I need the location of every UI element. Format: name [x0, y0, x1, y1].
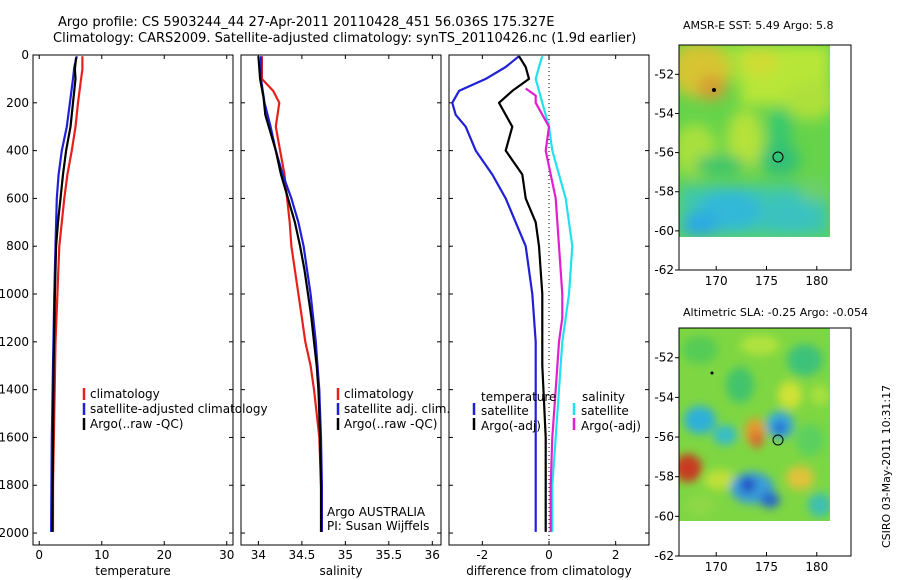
- title-line-1: Argo profile: CS 5903244_44 27-Apr-2011 …: [58, 15, 554, 30]
- sla-map-ytick-label: -62: [654, 549, 674, 563]
- salinity-xtick-label: 35: [338, 548, 353, 562]
- sla-map-ytick-label: -54: [654, 390, 674, 404]
- sla-map-ytick-label: -56: [654, 430, 674, 444]
- diff-legend-header-temp: temperature: [481, 390, 556, 404]
- diff-legend-label: satellite: [481, 404, 529, 418]
- sla-argo-marker: [772, 434, 784, 446]
- temperature-xtick-label: 0: [35, 548, 43, 562]
- diff-legend-header-sal: salinity: [582, 390, 625, 404]
- salinity-xlabel: salinity: [319, 564, 362, 578]
- depth-tick-label: 800: [6, 239, 29, 253]
- depth-tick-label: 2000: [0, 526, 29, 540]
- difference-xtick-label: 0: [545, 548, 553, 562]
- depth-tick-label: 200: [6, 96, 29, 110]
- salinity-legend-label: climatology: [344, 387, 414, 401]
- sst-map-xtick-label: 175: [755, 274, 778, 288]
- temperature-xtick-label: 30: [219, 548, 234, 562]
- title-line-2: Climatology: CARS2009. Satellite-adjuste…: [53, 31, 636, 46]
- difference-series-salinity-satellite: [534, 55, 574, 532]
- sla-map-image: [679, 328, 830, 521]
- depth-tick-label: 1600: [0, 430, 29, 444]
- diff-legend-label: satellite: [581, 404, 629, 418]
- salinity-series-climatology: [260, 56, 323, 532]
- salinity-annotation: Argo AUSTRALIA: [327, 505, 426, 519]
- sst-map-ytick-label: -60: [654, 224, 674, 238]
- depth-tick-label: 1800: [0, 478, 29, 492]
- temperature-xlabel: temperature: [95, 564, 170, 578]
- difference-xlabel: difference from climatology: [466, 564, 632, 578]
- sst-map-panel: AMSR-E SST: 5.49 Argo: 5.8: [654, 19, 852, 288]
- salinity-legend-label: Argo(..raw -QC): [344, 417, 437, 431]
- sla-map-ytick-label: -60: [654, 509, 674, 523]
- sst-map-ytick-label: -52: [654, 67, 674, 81]
- sst-map-xtick-label: 170: [705, 274, 728, 288]
- depth-tick-label: 400: [6, 144, 29, 158]
- sst-map-xtick-label: 180: [805, 274, 828, 288]
- temperature-axes-box: [32, 54, 234, 546]
- sla-map-xtick-label: 180: [805, 560, 828, 574]
- difference-xtick-label: -2: [476, 548, 488, 562]
- sst-map-image: [679, 45, 830, 237]
- difference-series-salinity-argo-adj-: [525, 87, 564, 532]
- temperature-legend-label: satellite-adjusted climatology: [90, 402, 268, 416]
- sst-argo-marker: [772, 151, 784, 163]
- depth-tick-label: 1200: [0, 335, 29, 349]
- sla-map-xtick-label: 170: [705, 560, 728, 574]
- salinity-legend-label: satellite adj. clim.: [344, 402, 450, 416]
- sla-map-panel: Altimetric SLA: -0.25 Argo: -0.054: [654, 306, 868, 574]
- sla-map-title: Altimetric SLA: -0.25 Argo: -0.054: [683, 306, 868, 319]
- difference-series-temperature-argo-adj-: [497, 55, 547, 532]
- depth-tick-label: 0: [21, 48, 29, 62]
- salinity-xtick-label: 36: [425, 548, 440, 562]
- temperature-series-argo-raw-qc-: [51, 57, 78, 532]
- difference-series-temperature-satellite: [451, 55, 537, 532]
- salinity-axes-box: [240, 54, 442, 546]
- salinity-xtick-label: 34: [251, 548, 266, 562]
- salinity-xtick-label: 34.5: [289, 548, 316, 562]
- diff-legend-label: Argo(-adj): [581, 419, 641, 433]
- sst-map-title: AMSR-E SST: 5.49 Argo: 5.8: [683, 19, 834, 32]
- temperature-xtick-label: 10: [94, 548, 109, 562]
- sla-map-xtick-label: 175: [755, 560, 778, 574]
- diff-legend-label: Argo(-adj): [481, 419, 541, 433]
- salinity-annotation: PI: Susan Wijffels: [327, 519, 429, 533]
- difference-panel: -2 0 2 difference from climatology temperatu…: [448, 54, 650, 578]
- depth-tick-label: 600: [6, 191, 29, 205]
- temperature-xtick-label: 20: [157, 548, 172, 562]
- salinity-series-argo-raw-qc-: [257, 56, 323, 532]
- difference-xtick-label: 2: [612, 548, 620, 562]
- credit-label: CSIRO 03-May-2011 10:31:17: [880, 385, 893, 548]
- depth-tick-label: 1400: [0, 383, 29, 397]
- sst-map-ytick-label: -56: [654, 146, 674, 160]
- salinity-panel: 34 34.5 35 35.5 36 salinity climatologysatelli…: [240, 54, 450, 578]
- temperature-legend-label: climatology: [90, 387, 160, 401]
- temperature-panel: 0 10 20 30 temperature 0 200 400 600 800 1000 1200 1…: [0, 48, 268, 578]
- sst-map-ytick-label: -58: [654, 185, 674, 199]
- temperature-legend-label: Argo(..raw -QC): [90, 417, 183, 431]
- sla-map-ytick-label: -52: [654, 351, 674, 365]
- salinity-xtick-label: 35.5: [375, 548, 402, 562]
- temperature-series-climatology: [51, 56, 84, 532]
- sst-map-ytick-label: -62: [654, 263, 674, 277]
- depth-tick-label: 1000: [0, 287, 29, 301]
- sst-map-ytick-label: -54: [654, 106, 674, 120]
- sla-map-ytick-label: -58: [654, 470, 674, 484]
